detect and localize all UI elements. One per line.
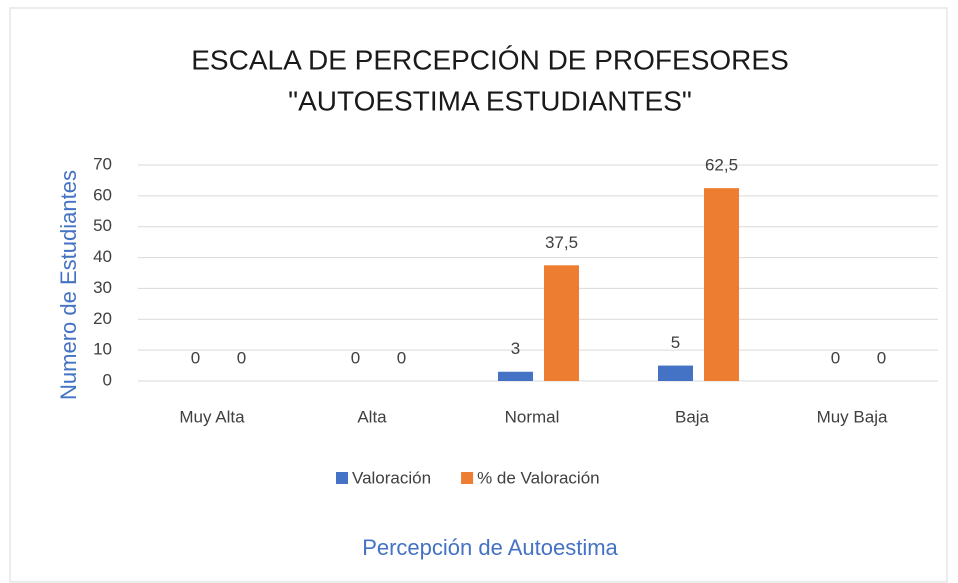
legend-label: Valoración bbox=[352, 468, 431, 487]
x-tick-label: Normal bbox=[505, 407, 560, 426]
bar bbox=[498, 371, 533, 381]
chart-title: ESCALA DE PERCEPCIÓN DE PROFESORES bbox=[191, 44, 789, 75]
y-tick-label: 10 bbox=[93, 340, 112, 359]
y-tick-label: 40 bbox=[93, 247, 112, 266]
legend-swatch bbox=[336, 472, 348, 484]
legend-label: % de Valoración bbox=[477, 468, 600, 487]
y-tick-label: 0 bbox=[103, 370, 112, 389]
chart-border bbox=[9, 7, 948, 583]
data-label: 0 bbox=[831, 348, 840, 367]
data-label: 0 bbox=[191, 348, 200, 367]
data-label: 0 bbox=[351, 348, 360, 367]
y-tick-label: 30 bbox=[93, 278, 112, 297]
data-label: 3 bbox=[511, 339, 520, 358]
chart-title: "AUTOESTIMA ESTUDIANTES" bbox=[288, 85, 692, 116]
bar bbox=[704, 188, 739, 381]
x-tick-label: Muy Baja bbox=[817, 407, 888, 426]
data-label: 5 bbox=[671, 333, 680, 352]
x-tick-label: Baja bbox=[675, 407, 710, 426]
x-tick-label: Muy Alta bbox=[179, 407, 245, 426]
data-label: 0 bbox=[237, 348, 246, 367]
data-label: 0 bbox=[877, 348, 886, 367]
x-tick-label: Alta bbox=[357, 407, 387, 426]
x-axis-title: Percepción de Autoestima bbox=[362, 535, 618, 560]
y-tick-label: 60 bbox=[93, 185, 112, 204]
y-tick-label: 20 bbox=[93, 309, 112, 328]
bar bbox=[544, 265, 579, 381]
data-label: 37,5 bbox=[545, 233, 578, 252]
legend-swatch bbox=[461, 472, 474, 484]
data-label: 62,5 bbox=[705, 156, 738, 175]
y-axis-title: Numero de Estudiantes bbox=[56, 170, 81, 400]
bar bbox=[658, 365, 693, 381]
y-tick-label: 50 bbox=[93, 216, 112, 235]
y-tick-label: 70 bbox=[93, 154, 112, 173]
data-label: 0 bbox=[397, 348, 406, 367]
